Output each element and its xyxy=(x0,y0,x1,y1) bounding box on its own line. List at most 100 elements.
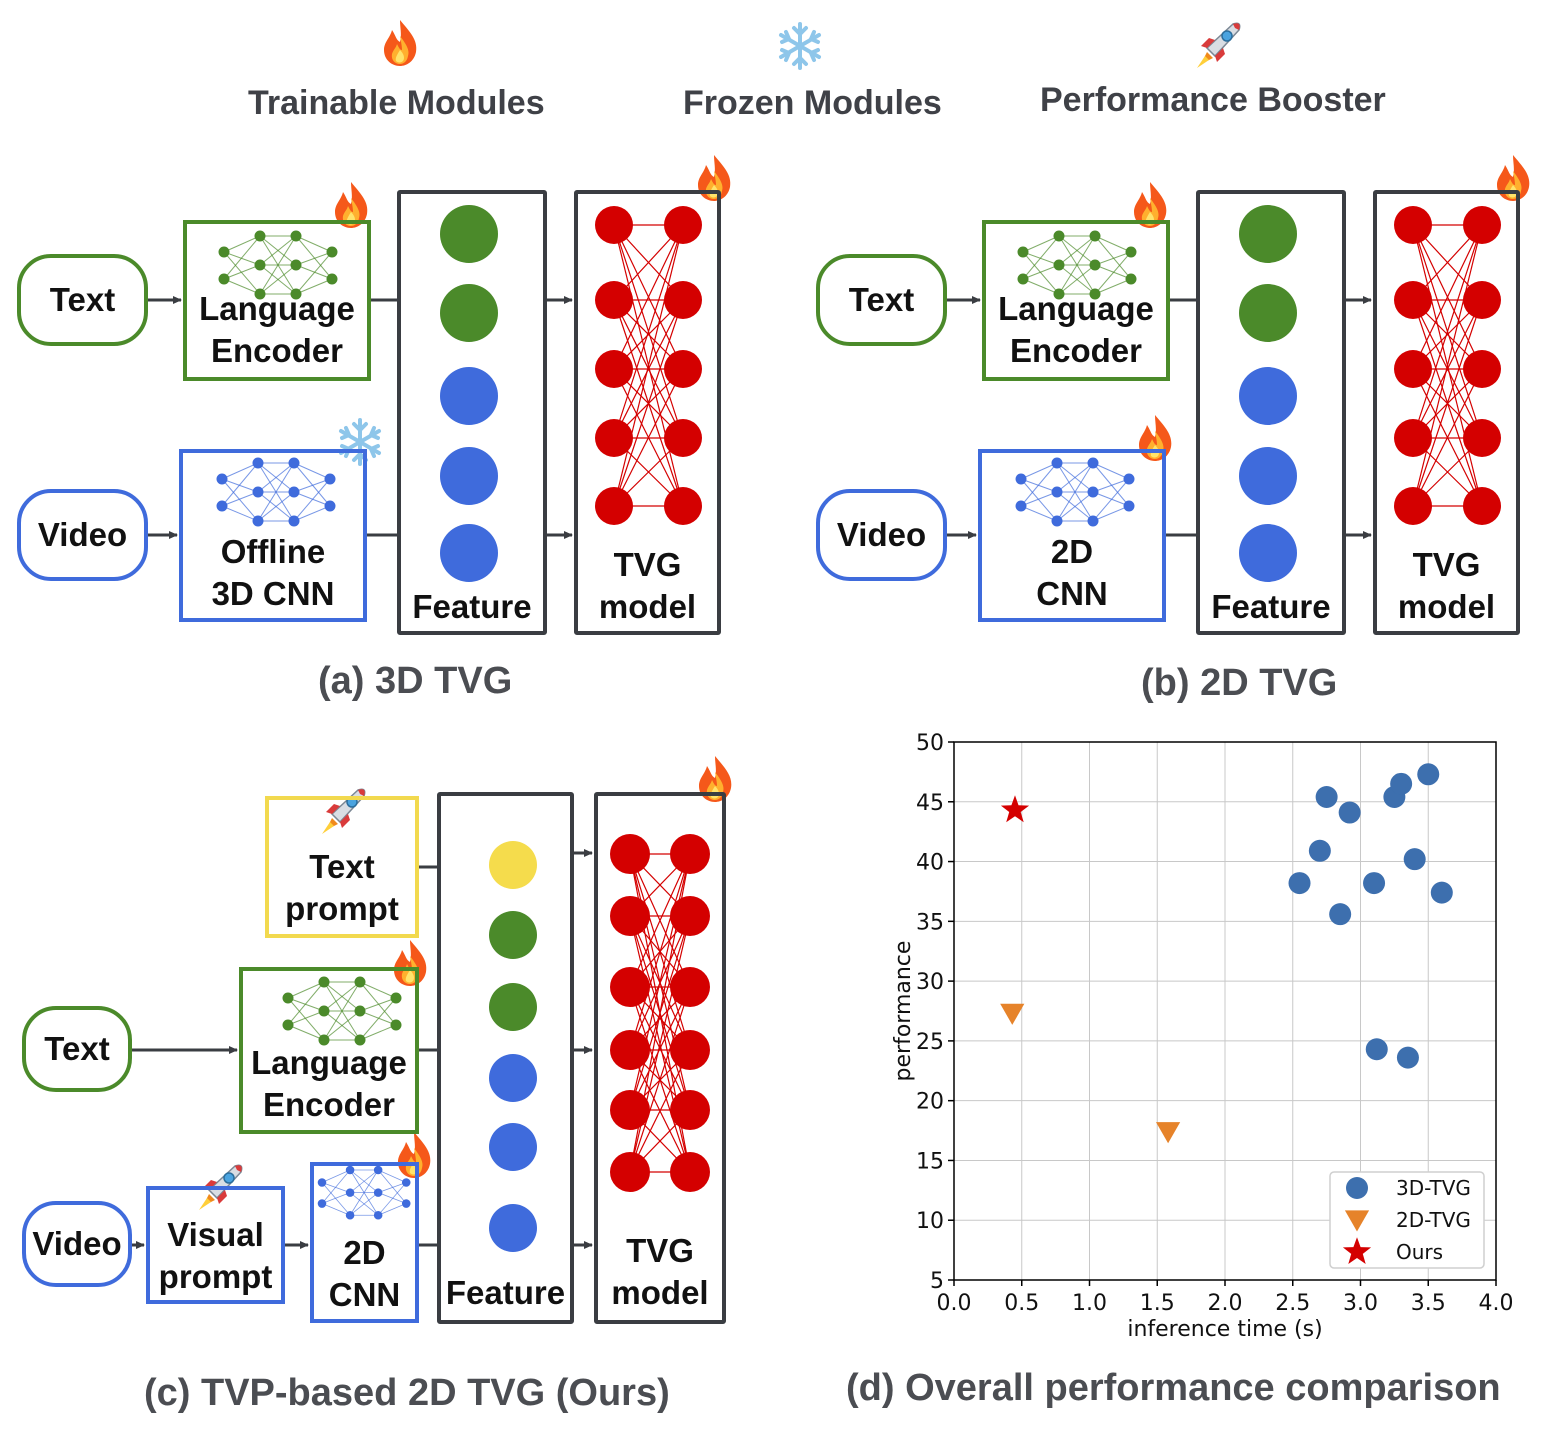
b-tvg-node-left-3 xyxy=(1394,419,1432,457)
a-caption: (a) 3D TVG xyxy=(318,660,513,702)
x-tick-label: 3.0 xyxy=(1343,1291,1378,1316)
c-tvg-node-left-2 xyxy=(610,967,650,1007)
a-feature-dot-2 xyxy=(440,367,498,425)
a-tvg-node-right-4 xyxy=(664,487,702,525)
a-tvg-node-left-2 xyxy=(595,350,633,388)
legend-entry: 3D-TVG xyxy=(1396,1176,1471,1200)
legend-booster: Performance Booster xyxy=(1040,81,1386,119)
c-feature-dot-4 xyxy=(489,1123,537,1171)
data-point xyxy=(1338,801,1361,824)
legend-marker xyxy=(1344,1210,1370,1232)
b-tvg-node-right-1 xyxy=(1463,281,1501,319)
series-2D-TVG xyxy=(1000,1003,1181,1144)
legend-trainable: Trainable Modules xyxy=(248,84,545,122)
b-video-input: Video xyxy=(816,489,947,581)
series-Ours xyxy=(1000,795,1030,823)
data-point xyxy=(1417,763,1440,786)
c-caption: (c) TVP-based 2D TVG (Ours) xyxy=(144,1372,670,1414)
c-text-input: Text xyxy=(22,1006,132,1092)
y-tick-label: 30 xyxy=(916,970,944,995)
c-tvg-net xyxy=(610,834,710,1192)
a-feature-dot-3 xyxy=(440,447,498,505)
data-point xyxy=(1308,839,1331,862)
d-caption: (d) Overall performance comparison xyxy=(846,1367,1501,1409)
b-feature-dot-0 xyxy=(1239,205,1297,263)
a-feature-dot-4 xyxy=(440,524,498,582)
y-tick-label: 25 xyxy=(916,1030,944,1055)
b-tvg-node-left-4 xyxy=(1394,487,1432,525)
x-tick-label: 0.5 xyxy=(1004,1291,1039,1316)
y-tick-label: 35 xyxy=(916,910,944,935)
c-tvg-node-left-1 xyxy=(610,896,650,936)
a-tvg-node-left-3 xyxy=(595,419,633,457)
data-point xyxy=(1390,772,1413,795)
data-point xyxy=(1363,872,1386,895)
y-axis-label: performance xyxy=(891,941,916,1082)
c-tvg-model: TVG model xyxy=(594,792,726,1324)
x-tick-label: 2.5 xyxy=(1275,1291,1310,1316)
a-tvg-node-left-0 xyxy=(595,206,633,244)
c-tvg-node-left-4 xyxy=(610,1090,650,1130)
c-feature-dot-5 xyxy=(489,1204,537,1252)
a-tvg-model: TVG model xyxy=(574,190,721,635)
b-tvg-net xyxy=(1394,206,1501,525)
data-point xyxy=(1000,1003,1025,1025)
b-feature-dot-3 xyxy=(1239,447,1297,505)
a-video-input: Video xyxy=(17,489,148,581)
c-tvg-node-right-2 xyxy=(670,967,710,1007)
a-tvg-node-right-1 xyxy=(664,281,702,319)
a-tvg-node-right-2 xyxy=(664,350,702,388)
a-feature-box: Feature xyxy=(397,190,547,635)
legend-entry: 2D-TVG xyxy=(1396,1208,1471,1232)
c-tvg-node-left-3 xyxy=(610,1030,650,1070)
legend-frozen: Frozen Modules xyxy=(683,84,942,122)
data-point xyxy=(1430,881,1453,904)
y-tick-label: 20 xyxy=(916,1090,944,1115)
a-tvg-net xyxy=(595,206,702,525)
b-feature-dot-2 xyxy=(1239,367,1297,425)
c-video-input: Video xyxy=(22,1201,132,1287)
legend-marker xyxy=(1346,1177,1368,1199)
x-tick-label: 1.5 xyxy=(1140,1291,1175,1316)
y-tick-label: 40 xyxy=(916,851,944,876)
c-video-encoder: 2D CNN xyxy=(310,1162,419,1323)
data-point xyxy=(1155,1122,1181,1144)
b-tvg-model: TVG model xyxy=(1373,190,1520,635)
y-tick-label: 5 xyxy=(930,1269,944,1294)
legend-entry: Ours xyxy=(1396,1240,1443,1264)
x-tick-label: 3.5 xyxy=(1411,1291,1446,1316)
data-point xyxy=(1000,795,1030,823)
c-feature-dot-1 xyxy=(489,911,537,959)
b-text-input: Text xyxy=(816,254,947,346)
c-feature-dot-2 xyxy=(489,983,537,1031)
c-tvg-node-right-0 xyxy=(670,834,710,874)
c-tvg-node-right-5 xyxy=(670,1152,710,1192)
x-axis-label: inference time (s) xyxy=(1127,1317,1322,1342)
c-tvg-node-left-0 xyxy=(610,834,650,874)
a-feature-dot-1 xyxy=(440,284,498,342)
x-tick-label: 1.0 xyxy=(1072,1291,1107,1316)
y-tick-label: 45 xyxy=(916,791,944,816)
data-point xyxy=(1396,1046,1419,1069)
a-language-encoder: Language Encoder xyxy=(183,220,371,381)
data-point xyxy=(1365,1038,1388,1061)
data-point xyxy=(1315,785,1338,808)
a-tvg-node-right-3 xyxy=(664,419,702,457)
plot-frame xyxy=(953,741,1497,1281)
b-video-encoder: 2D CNN xyxy=(978,449,1166,622)
c-tvg-node-left-5 xyxy=(610,1152,650,1192)
a-video-encoder: Offline 3D CNN xyxy=(179,449,367,622)
c-feature-dot-0 xyxy=(489,841,537,889)
a-tvg-node-left-4 xyxy=(595,487,633,525)
b-tvg-node-right-0 xyxy=(1463,206,1501,244)
legend-marker xyxy=(1342,1237,1372,1264)
y-tick-label: 10 xyxy=(916,1209,944,1234)
b-tvg-node-right-3 xyxy=(1463,419,1501,457)
c-feature-dot-3 xyxy=(489,1054,537,1102)
c-tvg-node-right-4 xyxy=(670,1090,710,1130)
y-tick-label: 15 xyxy=(916,1149,944,1174)
b-tvg-node-left-1 xyxy=(1394,281,1432,319)
x-tick-label: 4.0 xyxy=(1479,1291,1514,1316)
